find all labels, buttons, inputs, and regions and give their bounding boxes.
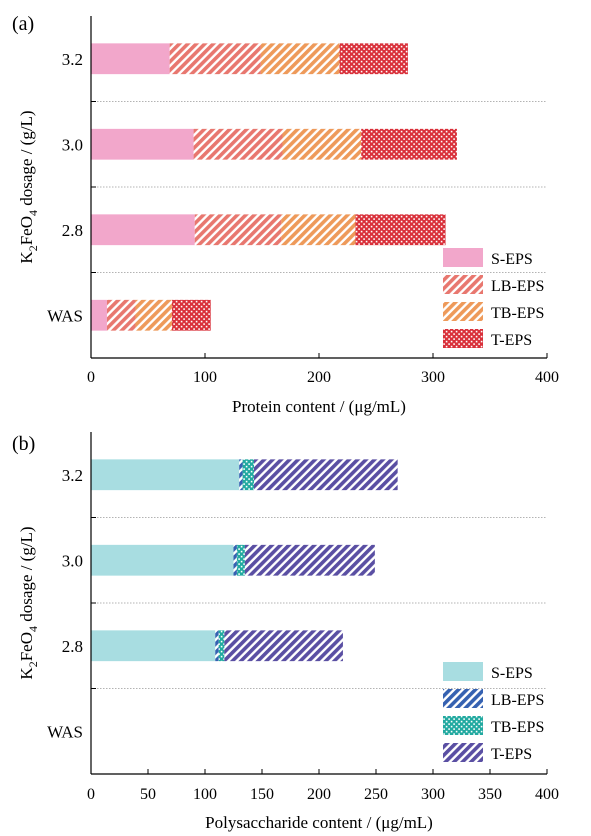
y-tick-label: 3.0 (62, 135, 83, 154)
legend-label-lb-eps: LB-EPS (491, 692, 544, 709)
bar-lb-eps-3-0 (193, 128, 283, 160)
y-tick-label: 3.0 (62, 551, 83, 570)
protein-chart-panel: 3.2 3.0 2.8 WAS 0 100 200 300 400 Protein content… (12, 13, 559, 416)
bar-s-eps-3-2 (91, 43, 170, 75)
bar-s-eps-3-0 (91, 128, 194, 160)
bar-t-eps-2-8 (224, 630, 343, 662)
x-tick-label: 50 (140, 786, 156, 803)
x-tick-label: 0 (87, 786, 95, 803)
bar-s-eps-3-0 (91, 544, 234, 576)
y-tick-label: 2.8 (62, 637, 83, 656)
bar-tb-eps-3-0 (236, 544, 245, 576)
y-axis-label: K2FeO4 dosage / (g/L) (17, 526, 40, 679)
bar-tb-eps-2-8 (281, 214, 356, 246)
bar-t-eps-3-0 (244, 544, 375, 576)
bar-t-eps-3-2 (339, 43, 408, 75)
x-tick-label: 350 (478, 786, 502, 803)
bar-tb-eps-3-2 (260, 43, 340, 75)
x-tick-label: 100 (193, 786, 217, 803)
bar-t-eps-3-2 (254, 459, 398, 491)
legend-label-s-eps: S-EPS (491, 251, 533, 268)
legend-label-s-eps: S-EPS (491, 665, 533, 682)
polysaccharide-chart-panel: 3.2 3.0 2.8 WAS 0 50 100 150 200 250 300 350 400 Poly… (12, 432, 559, 832)
bar-tb-eps-was (135, 299, 172, 331)
bar-s-eps-2-8 (91, 214, 195, 246)
x-tick-label: 200 (307, 786, 331, 803)
legend-swatch-tb-eps (443, 302, 483, 321)
x-tick-label: 300 (421, 369, 445, 386)
x-axis-label: Protein content / (μg/mL) (232, 397, 406, 416)
y-tick-label: 3.2 (62, 50, 83, 69)
x-tick-label: 300 (421, 786, 445, 803)
legend-swatch-t-eps (443, 329, 483, 348)
legend-swatch-tb-eps (443, 716, 483, 735)
legend: S-EPS LB-EPS TB-EPS T-EPS (443, 248, 544, 349)
x-tick-label: 200 (307, 369, 331, 386)
bar-tb-eps-3-0 (282, 128, 362, 160)
bar-tb-eps-2-8 (218, 630, 225, 662)
y-tick-label: WAS (47, 722, 83, 741)
bar-s-eps-was (91, 299, 107, 331)
x-tick-label: 100 (193, 369, 217, 386)
legend-swatch-s-eps (443, 662, 483, 681)
x-tick-label: 400 (535, 786, 559, 803)
legend-swatch-t-eps (443, 743, 483, 762)
legend-label-tb-eps: TB-EPS (491, 305, 544, 322)
legend-label-tb-eps: TB-EPS (491, 719, 544, 736)
bar-lb-eps-2-8 (194, 214, 282, 246)
legend-swatch-lb-eps (443, 689, 483, 708)
legend-label-t-eps: T-EPS (491, 746, 532, 763)
x-tick-label: 400 (535, 369, 559, 386)
legend-label-lb-eps: LB-EPS (491, 278, 544, 295)
bar-lb-eps-3-2 (239, 459, 243, 491)
y-tick-label: 2.8 (62, 221, 83, 240)
panel-label: (a) (12, 13, 34, 35)
panel-label: (b) (12, 433, 35, 455)
bar-tb-eps-3-2 (242, 459, 255, 491)
bar-s-eps-2-8 (91, 630, 216, 662)
bar-t-eps-was (171, 299, 211, 331)
bar-t-eps-3-0 (361, 128, 457, 160)
x-axis-label: Polysaccharide content / (μg/mL) (205, 813, 433, 832)
bar-lb-eps-2-8 (215, 630, 219, 662)
legend-label-t-eps: T-EPS (491, 332, 532, 349)
x-tick-label: 250 (364, 786, 388, 803)
y-tick-label: 3.2 (62, 466, 83, 485)
x-tick-label: 150 (250, 786, 274, 803)
legend: S-EPS LB-EPS TB-EPS T-EPS (443, 662, 544, 763)
x-tick-label: 0 (87, 369, 95, 386)
bar-s-eps-3-2 (91, 459, 240, 491)
bar-lb-eps-3-2 (169, 43, 261, 75)
bar-lb-eps-3-0 (233, 544, 237, 576)
legend-swatch-s-eps (443, 248, 483, 267)
legend-swatch-lb-eps (443, 275, 483, 294)
y-axis-label: K2FeO4 dosage / (g/L) (17, 110, 40, 263)
bar-t-eps-2-8 (355, 214, 446, 246)
y-tick-label: WAS (47, 306, 83, 325)
bar-lb-eps-was (106, 299, 136, 331)
